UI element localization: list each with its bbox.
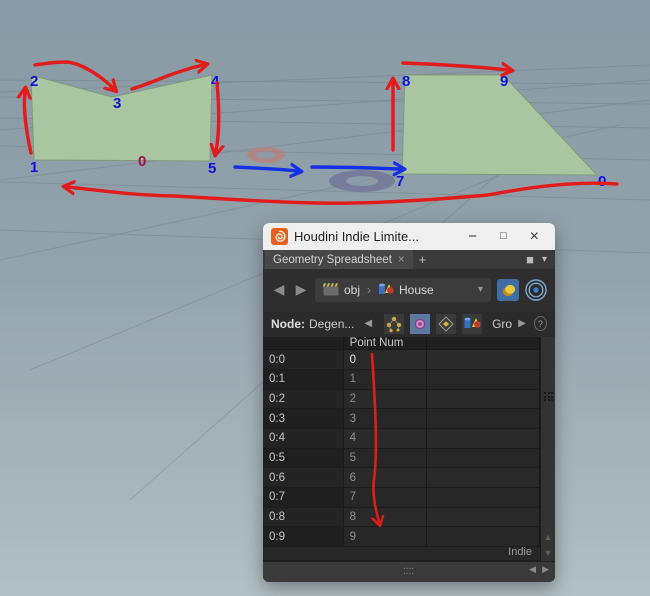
svg-text:0: 0 xyxy=(138,153,146,170)
svg-text:2: 2 xyxy=(30,73,38,90)
svg-text:1: 1 xyxy=(30,159,38,176)
svg-text:5: 5 xyxy=(208,160,216,177)
svg-text:9: 9 xyxy=(500,73,508,90)
svg-text:8: 8 xyxy=(402,73,410,90)
svg-text:3: 3 xyxy=(113,95,121,112)
svg-text:7: 7 xyxy=(396,173,404,190)
svg-text:0: 0 xyxy=(598,173,606,190)
